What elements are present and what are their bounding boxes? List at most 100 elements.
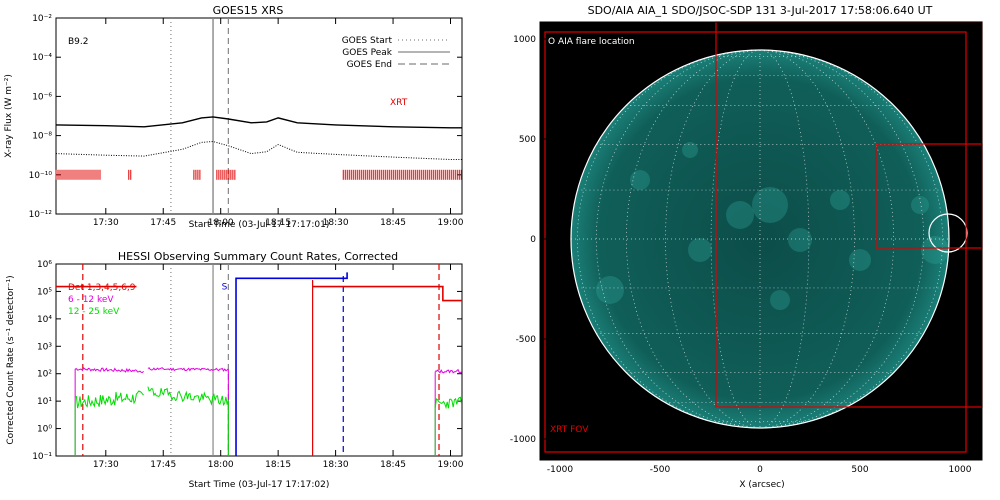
hessi-y-tick-label: 10² [37, 370, 52, 380]
goes-y-tick-label: 10⁻⁴ [32, 53, 52, 63]
aia-x-tick-label: 0 [757, 465, 763, 475]
goes-x-tick-label: 18:30 [323, 218, 349, 228]
aia-y-tick-label: 500 [519, 135, 536, 145]
hessi-y-tick-label: 10⁵ [37, 287, 52, 297]
goes-time-markers [170, 18, 229, 214]
hessi-x-tick-label: 17:30 [93, 460, 119, 470]
aia-panel: SDO/AIA AIA_1 SDO/JSOC-SDP 131 3-Jul-201… [510, 4, 983, 490]
aia-title: SDO/AIA AIA_1 SDO/JSOC-SDP 131 3-Jul-201… [588, 4, 933, 17]
aia-flare-location-circle [928, 213, 968, 253]
goes-x-axis: 17:30 17:45 18:00 18:15 18:30 18:45 19:00 [93, 18, 464, 228]
aia-y-tick-label: -500 [516, 335, 537, 345]
hessi-y-tick-label: 10³ [37, 342, 52, 352]
xrt-label: XRT [390, 98, 408, 108]
hessi-legend-label: 6 - 12 keV [68, 295, 114, 305]
hessi-12-25kev-line [74, 390, 144, 409]
hessi-y-tick-label: 10⁶ [37, 260, 52, 270]
aia-x-tick-label: 500 [851, 465, 868, 475]
longitude-line [595, 49, 761, 429]
hessi-x-tick-label: 18:00 [208, 460, 234, 470]
active-region [630, 170, 650, 190]
goes-y-axis: 10⁻² 10⁻⁴ 10⁻⁶ 10⁻⁸ 10⁻¹⁰ 10⁻¹² [29, 14, 462, 220]
hessi-time-markers [82, 264, 440, 456]
longitude-line [577, 49, 761, 429]
aia-x-tick-label: -1000 [547, 465, 573, 475]
goes-y-tick-label: 10⁻⁸ [32, 132, 52, 142]
hessi-legend-label: 12 - 25 keV [68, 307, 120, 317]
longitude-line [759, 49, 855, 429]
aia-y-tick-label: 0 [530, 235, 536, 245]
xrt-coverage-bars [55, 169, 462, 180]
hessi-title: HESSI Observing Summary Count Rates, Cor… [118, 250, 398, 263]
hessi-6-12kev-line [147, 367, 229, 372]
goes-legend-label: GOES Peak [342, 48, 392, 58]
goes-plot-frame [55, 17, 463, 215]
goes-short-channel-line [55, 140, 462, 160]
hessi-y-tick-label: 10⁻¹ [32, 452, 52, 462]
active-region [921, 236, 949, 264]
active-region [596, 276, 624, 304]
hessi-legend: Det 1,3,4,5,6,9 6 - 12 keV 12 - 25 keV [68, 283, 136, 317]
goes-title: GOES15 XRS [213, 4, 284, 17]
goes-y-tick-label: 10⁻¹⁰ [29, 171, 53, 181]
goes-x-tick-label: 18:45 [380, 218, 406, 228]
hessi-x-axis-label: Start Time (03-Jul-17 17:17:02) [189, 480, 330, 490]
aia-x-tick-label: -500 [650, 465, 671, 475]
longitude-line [710, 49, 761, 429]
goes-x-tick-label: 17:30 [93, 218, 119, 228]
goes-y-tick-label: 10⁻⁶ [32, 92, 52, 102]
active-region [682, 142, 698, 158]
goes-x-tick-label: 17:45 [150, 218, 176, 228]
xrt-fov-box [544, 31, 967, 453]
hessi-y-axis-label: Corrected Count Rate (s⁻¹ detector⁻¹) [6, 275, 16, 444]
heliographic-grid [571, 49, 949, 429]
goes-panel: GOES15 XRS 10⁻² 10⁻⁴ 10⁻⁶ 10⁻⁸ 10⁻¹⁰ 10⁻¹² 17… [4, 4, 464, 230]
hessi-y-tick-label: 10⁰ [37, 425, 52, 435]
aia-x-axis-label: X (arcsec) [739, 480, 784, 490]
longitude-line [665, 49, 761, 429]
hessi-y-tick-label: 10⁴ [37, 315, 52, 325]
goes-x-axis-label: Start Time (03-Jul-17 17:17:01) [189, 220, 330, 230]
aia-y-axis: 1000 500 0 -500 -1000 [510, 35, 546, 445]
active-region [770, 290, 790, 310]
goes-x-tick-label: 18:15 [265, 218, 291, 228]
hessi-x-tick-label: 19:00 [438, 460, 464, 470]
aia-y-tick-label: -1000 [510, 435, 536, 445]
active-region [688, 238, 712, 262]
hessi-x-tick-label: 17:45 [150, 460, 176, 470]
goes-class-label: B9.2 [68, 37, 89, 47]
active-region [849, 249, 871, 271]
hessi-saa-label: S [222, 282, 228, 292]
active-region [911, 196, 929, 214]
goes-x-tick-label: 19:00 [438, 218, 464, 228]
sun-texture [596, 142, 949, 310]
aia-flare-location-label: O AIA flare location [548, 37, 635, 47]
goes-x-tick-label: 18:00 [208, 218, 234, 228]
hessi-detector-line [312, 285, 462, 302]
goes-legend-label: GOES Start [342, 36, 393, 46]
hessi-legend-label: Det 1,3,4,5,6,9 [68, 283, 136, 293]
goes-y-tick-label: 10⁻¹² [29, 210, 53, 220]
longitude-line [759, 49, 810, 429]
longitude-line [759, 49, 925, 429]
goes-y-tick-label: 10⁻² [32, 14, 52, 24]
active-region [788, 228, 812, 252]
goes-legend-label: GOES End [347, 60, 392, 70]
goes-long-channel-line [55, 116, 462, 129]
active-region [726, 201, 754, 229]
hessi-x-axis: 17:30 17:45 18:00 18:15 18:30 18:45 19:00 [93, 264, 464, 470]
hessi-panel: HESSI Observing Summary Count Rates, Cor… [6, 250, 464, 490]
hessi-plot-frame [55, 263, 463, 457]
goes-legend: GOES Start GOES Peak GOES End [342, 36, 450, 70]
active-region [830, 190, 850, 210]
aia-x-axis: -1000 -500 0 500 1000 [547, 454, 972, 475]
hessi-y-tick-label: 10¹ [37, 397, 52, 407]
hessi-saa-flag-line [235, 272, 348, 456]
hessi-series: S [56, 272, 463, 456]
hessi-y-axis: 10⁶ 10⁵ 10⁴ 10³ 10² 10¹ 10⁰ 10⁻¹ [32, 260, 462, 462]
aia-frame [539, 21, 983, 461]
hessi-x-tick-label: 18:15 [265, 460, 291, 470]
aia-y-tick-label: 1000 [513, 35, 536, 45]
hessi-x-tick-label: 18:45 [380, 460, 406, 470]
